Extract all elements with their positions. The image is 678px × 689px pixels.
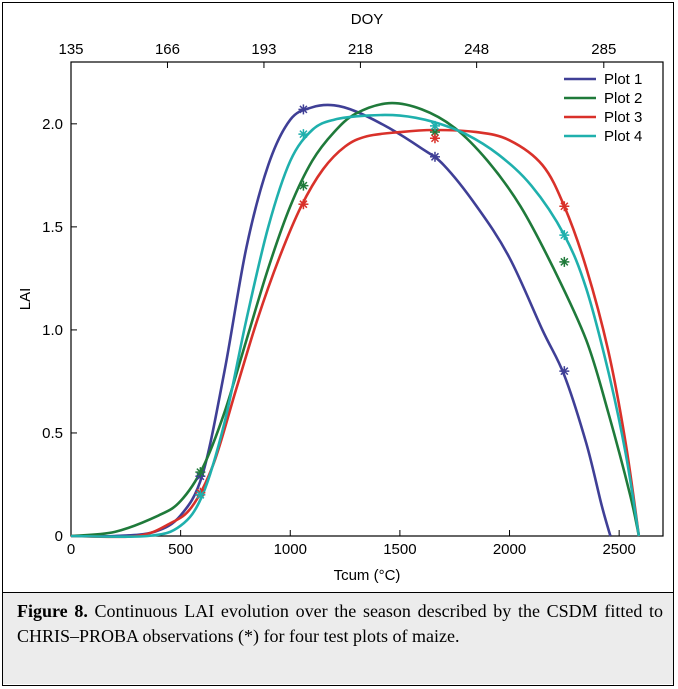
caption-text: Continuous LAI evolution over the season… (17, 601, 664, 646)
observation-plot-3 (429, 133, 440, 144)
y-tick-label: 2.0 (42, 116, 63, 133)
legend-label-plot-4: Plot 4 (604, 128, 642, 145)
observation-plot-4 (195, 489, 206, 500)
observation-plot-3 (298, 199, 309, 210)
figure-caption: Figure 8. Continuous LAI evolution over … (3, 592, 673, 684)
y-tick-label: 1.0 (42, 322, 63, 339)
series-curves (70, 101, 641, 539)
top-tick-label: 193 (251, 41, 276, 58)
curve-plot-4 (70, 113, 641, 539)
x-tick-label: 500 (168, 541, 193, 558)
legend-label-plot-3: Plot 3 (604, 109, 642, 126)
curve-plot-3 (70, 128, 641, 539)
lai-chart: 0 500 1000 1500 2000 2500 0 0.5 1.0 1.5 2.0 135 16… (17, 11, 664, 584)
x-tick-label: 0 (67, 541, 75, 558)
y-tick-label: 0 (55, 528, 63, 545)
observation-markers (195, 104, 570, 500)
top-tick-label: 166 (155, 41, 180, 58)
y-axis-ticks: 0 0.5 1.0 1.5 2.0 (42, 116, 77, 545)
observation-plot-4 (298, 129, 309, 140)
legend-label-plot-2: Plot 2 (604, 90, 642, 107)
observation-plot-4 (429, 120, 440, 131)
y-axis-title: LAI (17, 288, 34, 311)
x-tick-label: 2500 (602, 541, 635, 558)
y-tick-label: 1.5 (42, 219, 63, 236)
x-axis-title: Tcum (°C) (334, 567, 401, 584)
observation-plot-1 (298, 104, 309, 115)
top-tick-label: 248 (464, 41, 489, 58)
top-axis-ticks: 135 166 193 218 248 285 (58, 41, 616, 68)
plot-area (70, 61, 664, 537)
observation-plot-1 (559, 366, 570, 377)
observation-plot-2 (559, 256, 570, 267)
observation-plot-4 (559, 230, 570, 241)
observation-plot-3 (559, 201, 570, 212)
top-axis-title: DOY (351, 11, 384, 28)
curve-plot-2 (70, 101, 641, 538)
x-axis-ticks: 0 500 1000 1500 2000 2500 (67, 530, 636, 558)
observation-plot-2 (298, 180, 309, 191)
top-tick-label: 218 (348, 41, 373, 58)
y-tick-label: 0.5 (42, 425, 63, 442)
observation-plot-2 (195, 467, 206, 478)
caption-label: Figure 8. (17, 601, 88, 621)
top-tick-label: 285 (591, 41, 616, 58)
curve-plot-1 (70, 103, 612, 538)
legend-label-plot-1: Plot 1 (604, 71, 642, 88)
top-tick-label: 135 (58, 41, 83, 58)
x-tick-label: 1000 (274, 541, 307, 558)
observation-plot-1 (429, 151, 440, 162)
legend: Plot 1 Plot 2 Plot 3 Plot 4 (564, 71, 642, 145)
x-tick-label: 2000 (493, 541, 526, 558)
x-tick-label: 1500 (383, 541, 416, 558)
